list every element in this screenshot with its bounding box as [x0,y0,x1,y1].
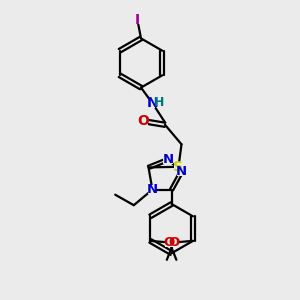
Text: S: S [173,160,184,174]
Text: N: N [147,96,158,110]
Text: O: O [168,236,179,249]
Bar [133,15,142,24]
Bar [148,185,157,194]
Text: O: O [164,236,175,249]
Bar [169,238,178,247]
Bar [174,162,183,171]
Bar [156,98,162,106]
Text: N: N [162,153,174,166]
Bar [163,155,173,164]
Bar [139,117,148,126]
Text: N: N [176,165,187,178]
Bar [149,99,155,108]
Bar [177,167,186,176]
Text: N: N [147,183,158,196]
Bar [165,238,174,247]
Text: H: H [154,96,164,109]
Text: O: O [137,114,149,128]
Text: I: I [135,13,140,27]
